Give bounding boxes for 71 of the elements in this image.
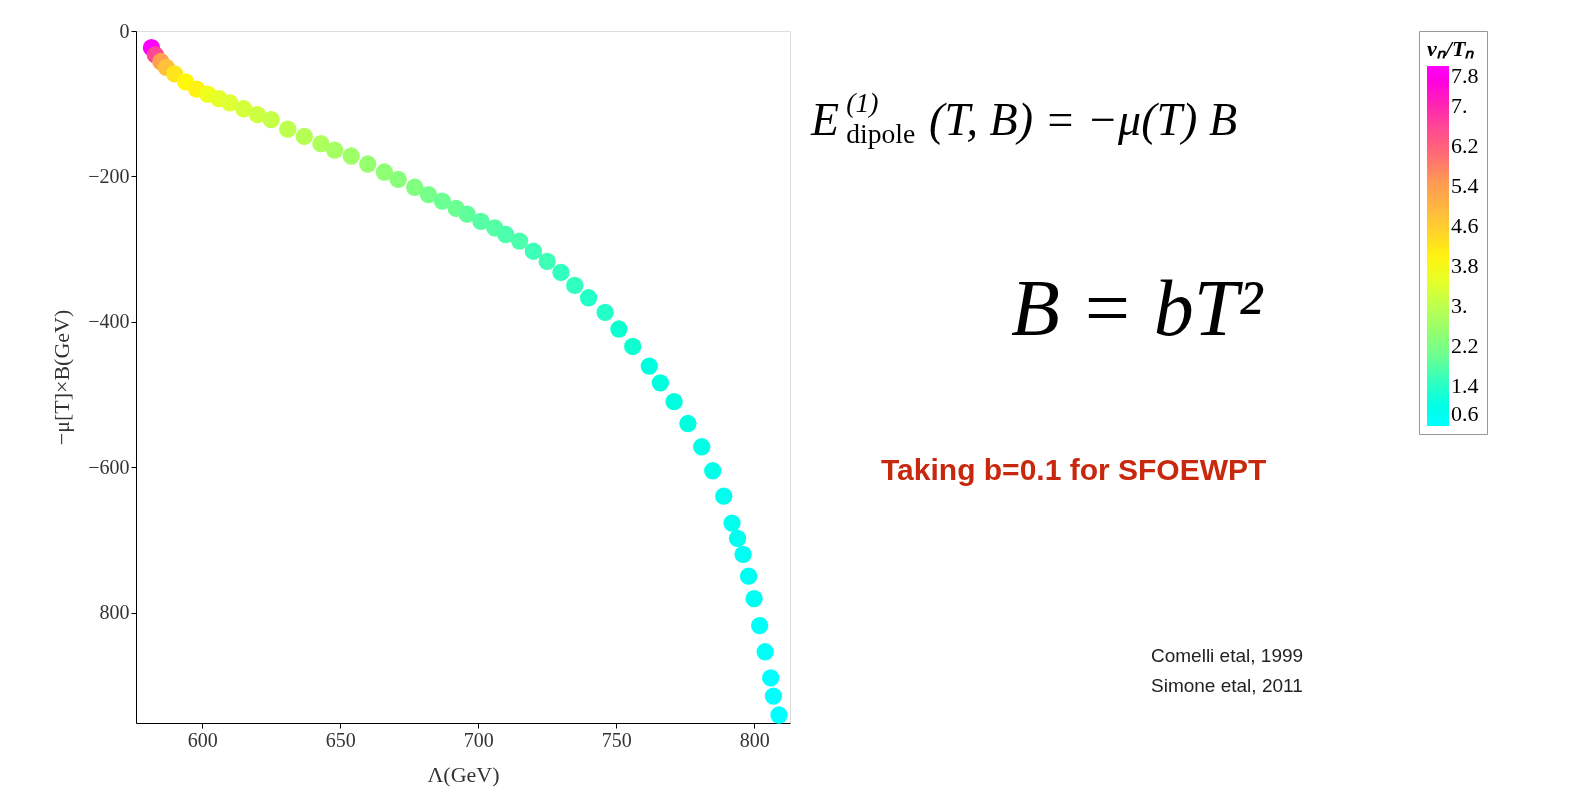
point <box>419 185 438 204</box>
color-bar-label: 1.4 <box>1451 373 1479 398</box>
color-bar-label: 2.2 <box>1451 333 1479 358</box>
point <box>723 514 741 532</box>
point <box>342 147 360 165</box>
color-bar-label: 4.6 <box>1451 213 1479 238</box>
point <box>234 100 253 118</box>
x-tick-label: 800 <box>739 728 770 751</box>
point <box>248 105 267 124</box>
point <box>624 337 642 356</box>
point <box>375 163 394 181</box>
y-tick-label: −600 <box>88 455 130 478</box>
x-tick-label: 600 <box>187 728 218 751</box>
y-tick-label: −400 <box>88 310 130 333</box>
point <box>679 414 697 433</box>
point <box>651 374 669 392</box>
point <box>295 127 313 146</box>
point <box>221 94 239 112</box>
point <box>756 643 774 661</box>
point <box>693 438 711 456</box>
point <box>739 567 758 585</box>
point <box>279 120 297 138</box>
point <box>745 590 763 608</box>
color-bar-label: 0.6 <box>1451 401 1479 426</box>
color-bar-label: 6.2 <box>1451 133 1479 158</box>
text: Comelli etal, 1999 <box>1151 645 1304 666</box>
x-tick-label: 700 <box>463 728 494 751</box>
color-bar-label: 7. <box>1451 93 1468 118</box>
point <box>538 252 556 271</box>
point <box>640 357 658 375</box>
text: B = bT² <box>1011 264 1265 352</box>
x-axis-title: Λ(GeV) <box>427 761 500 787</box>
point <box>406 178 424 196</box>
x-tick-label: 750 <box>601 728 632 751</box>
color-bar-label: 3. <box>1451 293 1468 318</box>
point <box>610 320 628 338</box>
color-bar-label: 3.8 <box>1451 253 1479 278</box>
point <box>510 232 529 250</box>
point <box>524 242 543 260</box>
point <box>762 669 780 687</box>
point <box>764 687 783 705</box>
point <box>566 276 584 295</box>
x-tick-label: 650 <box>325 728 356 751</box>
point <box>359 155 377 173</box>
point <box>728 529 747 548</box>
point <box>312 135 330 153</box>
color-bar-label: 7.8 <box>1451 63 1479 88</box>
y-tick-label: −200 <box>88 164 130 187</box>
point <box>665 393 683 411</box>
point <box>497 225 515 244</box>
text: Simone etal, 2011 <box>1151 675 1303 696</box>
point <box>552 263 570 281</box>
point <box>326 141 344 159</box>
point <box>262 111 280 129</box>
color-bar-title: vₙ/Tₙ <box>1427 36 1476 61</box>
point <box>433 192 451 210</box>
y-axis-title: −μ[T]×B(GeV) <box>49 309 75 446</box>
point <box>389 170 407 188</box>
point <box>770 706 788 724</box>
point <box>734 545 752 563</box>
point <box>704 462 722 480</box>
point <box>750 616 769 635</box>
color-bar-label: 5.4 <box>1451 173 1479 198</box>
text: Taking b=0.1 for SFOEWPT <box>881 453 1267 486</box>
y-tick-label: 800 <box>99 601 130 624</box>
point <box>715 487 733 505</box>
point <box>579 289 598 307</box>
y-tick-label: 0 <box>119 19 130 42</box>
point <box>596 303 614 321</box>
point <box>458 205 476 223</box>
point <box>472 212 490 231</box>
